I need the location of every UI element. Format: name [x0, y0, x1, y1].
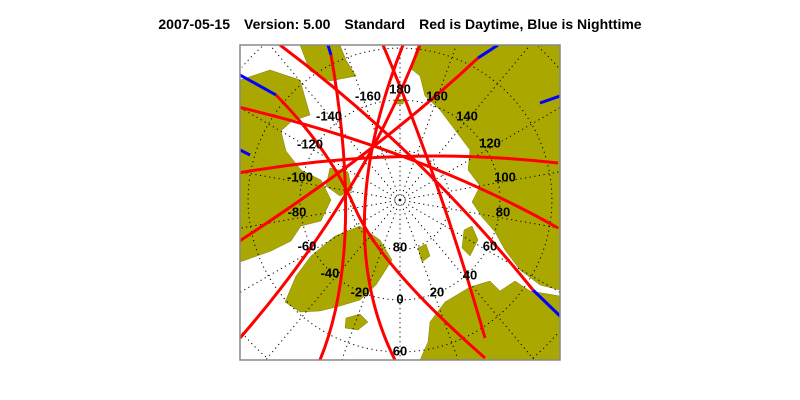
daytime-track [318, 54, 348, 360]
longitude-label: -160 [355, 88, 381, 103]
daytime-track [362, 45, 405, 360]
latitude-label: 60 [393, 343, 407, 358]
meridian-line [341, 199, 401, 360]
longitude-label: 100 [494, 169, 516, 184]
nighttime-track [477, 45, 499, 60]
land-europe [419, 280, 560, 360]
latitude-circle-50 [537, 46, 559, 68]
longitude-label: -60 [298, 238, 317, 253]
meridian-line [399, 45, 457, 201]
nighttime-track [539, 94, 560, 105]
longitude-label: -100 [287, 169, 313, 184]
land-novaya-zemlya [461, 225, 479, 257]
daytime-track [381, 45, 487, 339]
daytime-track [274, 93, 486, 360]
meridian-line [399, 45, 531, 201]
land-iceland [344, 313, 369, 331]
title-date: 2007-05-15 [158, 16, 231, 32]
grid-labels: 180 -160 160 -140 140 -120 120 -100 100 -80 80 -60 6… [287, 81, 516, 358]
longitude-label: 60 [483, 238, 497, 253]
longitude-label: 0 [396, 291, 403, 306]
latitude-label: 80 [393, 239, 407, 254]
meridian-line [399, 199, 459, 360]
longitude-label: -20 [351, 284, 370, 299]
meridian-line [343, 45, 401, 201]
longitude-label: 80 [496, 204, 510, 219]
graticule [240, 45, 560, 360]
longitude-label: 20 [430, 284, 444, 299]
meridian-line [269, 45, 401, 201]
nighttime-track [531, 288, 560, 318]
map-frame [239, 44, 561, 361]
daytime-track [240, 105, 559, 230]
longitude-label: 120 [479, 135, 501, 150]
daytime-track [240, 56, 480, 243]
longitude-label: 180 [389, 81, 411, 96]
title-mode: Standard [344, 16, 406, 32]
chart-title: 2007-05-15 Version: 5.00 Standard Red is Da… [0, 16, 800, 32]
satellite-tracks [240, 45, 560, 360]
longitude-label: 40 [463, 267, 477, 282]
longitude-label: -140 [316, 108, 342, 123]
title-legend: Red is Daytime, Blue is Nighttime [419, 16, 642, 32]
nighttime-track [240, 148, 251, 157]
latitude-circle-80 [349, 149, 451, 251]
longitude-label: -40 [321, 265, 340, 280]
longitude-label: 140 [456, 108, 478, 123]
longitude-label: -120 [297, 136, 323, 151]
daytime-track [240, 45, 422, 339]
longitude-label: -80 [288, 204, 307, 219]
longitude-label: 160 [426, 88, 448, 103]
meridian-line [265, 199, 401, 360]
nighttime-track [326, 45, 333, 56]
land-siberia [409, 45, 560, 291]
nighttime-track [240, 73, 277, 97]
latitude-circle-50 [241, 46, 263, 68]
title-version: Version: 5.00 [244, 16, 331, 32]
daytime-track [240, 154, 559, 175]
